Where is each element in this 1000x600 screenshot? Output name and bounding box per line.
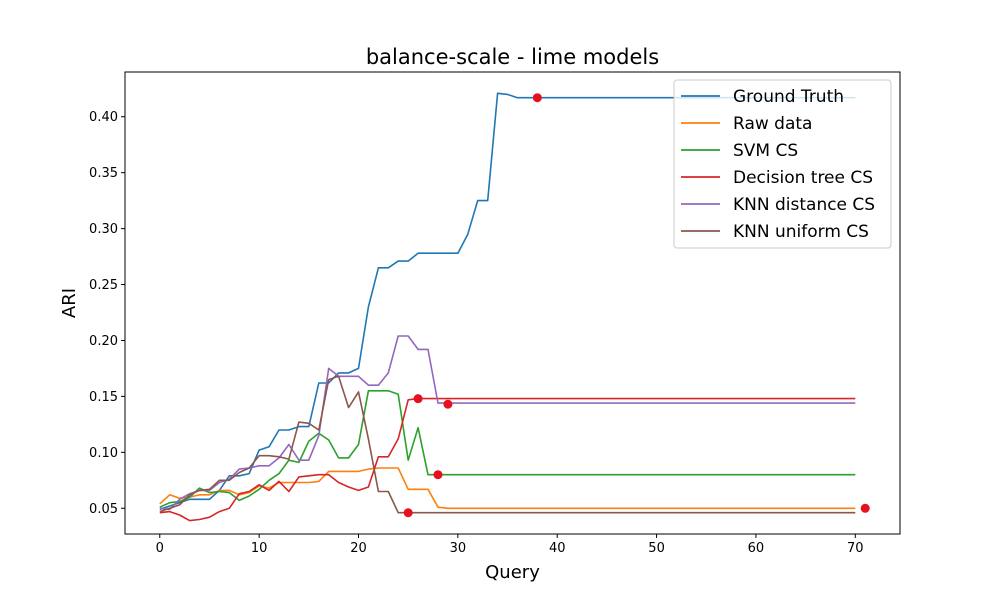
y-tick-label: 0.35 [89, 166, 118, 181]
x-tick-label: 60 [748, 541, 765, 556]
x-tick-label: 30 [450, 541, 467, 556]
x-tick-label: 40 [549, 541, 566, 556]
series-line-knn-uniform-cs [159, 375, 856, 514]
x-tick-label: 0 [156, 541, 164, 556]
x-axis-label: Query [485, 562, 540, 583]
y-tick-label: 0.20 [89, 334, 118, 349]
marker-raw-data [860, 503, 870, 513]
legend-frame [673, 79, 892, 249]
series-line-decision-tree-cs [159, 397, 856, 522]
x-tick-label: 10 [251, 541, 268, 556]
marker-knn-distance-cs [443, 399, 453, 409]
series-line-knn-distance-cs [159, 335, 856, 511]
legend-label-knn-uniform-cs: KNN uniform CS [733, 222, 869, 242]
x-tick-label: 20 [350, 541, 367, 556]
y-axis-ticks: 0.05 0.10 0.15 0.20 0.25 0.30 0.35 0.40 [89, 110, 125, 517]
x-tick-label: 70 [847, 541, 864, 556]
series-line-raw-data [159, 467, 856, 510]
series-line-ground-truth [159, 92, 856, 511]
marker-ground-truth [532, 93, 542, 103]
legend-label-ground-truth: Ground Truth [733, 87, 844, 107]
y-tick-label: 0.15 [89, 390, 118, 405]
legend-label-knn-distance-cs: KNN distance CS [733, 195, 875, 215]
y-tick-label: 0.40 [89, 110, 118, 125]
marker-decision-tree-cs [413, 394, 423, 404]
y-tick-label: 0.10 [89, 446, 118, 461]
legend-label-svm-cs: SVM CS [733, 141, 798, 161]
y-tick-label: 0.05 [89, 502, 118, 517]
y-tick-label: 0.30 [89, 222, 118, 237]
legend-label-decision-tree-cs: Decision tree CS [733, 168, 873, 188]
legend: Ground Truth Raw data SVM CS Decision tree … [673, 79, 892, 249]
y-tick-label: 0.25 [89, 278, 118, 293]
marker-knn-uniform-cs [403, 508, 413, 518]
legend-label-raw-data: Raw data [733, 114, 812, 134]
chart-title: balance-scale - lime models [366, 45, 659, 69]
series-lines [159, 92, 856, 522]
x-tick-label: 50 [648, 541, 665, 556]
series-markers [403, 93, 870, 518]
plot-area [124, 71, 901, 535]
x-axis-ticks: 0 10 20 30 40 50 60 70 [156, 534, 864, 556]
marker-svm-cs [433, 470, 443, 480]
y-axis-label: ARI [59, 288, 80, 318]
series-line-svm-cs [159, 389, 856, 508]
